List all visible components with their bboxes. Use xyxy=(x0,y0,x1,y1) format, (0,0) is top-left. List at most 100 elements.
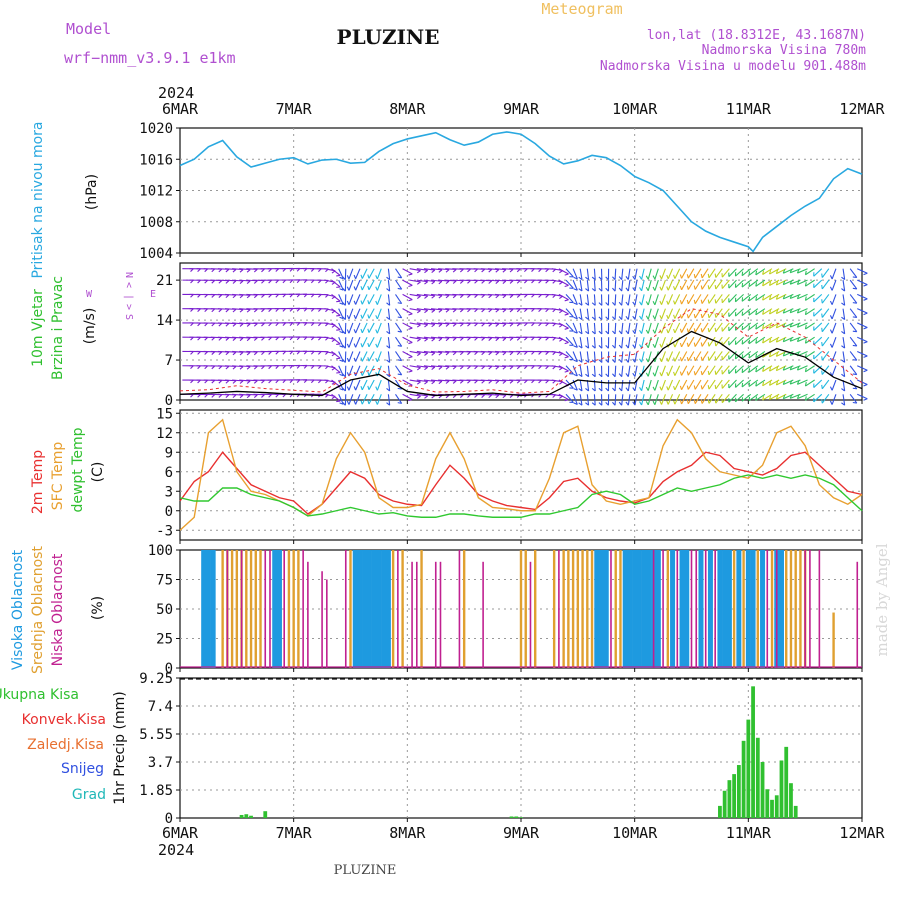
wind-barb-flag xyxy=(564,356,569,359)
wind-barb-flag xyxy=(253,380,258,384)
wind-barb xyxy=(387,351,391,363)
wind-barb-flag xyxy=(625,401,629,406)
wind-barb-flag xyxy=(693,356,696,361)
wind-barb-flag xyxy=(408,356,413,359)
cloud-mid-bar xyxy=(562,550,565,668)
wind-barb-flag xyxy=(445,269,450,273)
cloud-high-bar xyxy=(745,550,751,668)
wind-barb-flag xyxy=(211,322,216,327)
wind-barb-flag xyxy=(768,381,772,386)
wind-barb-flag xyxy=(253,308,258,313)
wind-barb-flag xyxy=(353,286,357,291)
cloud-low-bar xyxy=(558,550,560,668)
wind-barb-flag xyxy=(232,323,237,327)
wind-barb-flag xyxy=(645,286,649,291)
wind-barb xyxy=(487,350,499,353)
wind-barb xyxy=(715,393,723,404)
wind-barb-flag xyxy=(632,301,636,306)
wind-barb-flag xyxy=(386,302,391,306)
wind-barb-flag xyxy=(246,323,251,327)
cloud-high-bar xyxy=(594,550,600,668)
cloud-low-bar xyxy=(804,550,806,668)
wind-barb-flag xyxy=(516,294,521,298)
wind-barb xyxy=(797,393,808,400)
precip-bar xyxy=(760,762,765,818)
wind-barb-flag xyxy=(804,270,807,275)
precip-bar xyxy=(263,811,268,818)
wind-barb-flag xyxy=(714,356,717,361)
wind-barb-flag xyxy=(755,270,758,275)
wind-barb xyxy=(438,350,450,353)
wind-barb-flag xyxy=(841,402,845,406)
wind-barb xyxy=(641,394,645,406)
wind-barb xyxy=(586,280,590,292)
wind-barb-flag xyxy=(474,380,478,384)
cloud-mid-bar xyxy=(519,550,523,668)
wind-barb xyxy=(741,322,752,331)
wind-barb xyxy=(681,365,688,376)
wind-barb-flag xyxy=(211,308,216,313)
wind-barb-flag xyxy=(863,398,868,401)
wind-barb-flag xyxy=(782,394,786,399)
wind-barb xyxy=(387,308,391,320)
wind-barb-flag xyxy=(632,275,636,280)
cloud-mid-bar xyxy=(770,550,774,668)
wind-barb-flag xyxy=(666,400,669,405)
wind-compass: N < | > S W E xyxy=(86,272,156,320)
wind-barb-flag xyxy=(386,288,391,292)
wind-barb-flag xyxy=(707,399,710,404)
wind-barb xyxy=(614,294,617,306)
top-year-label: 2024 xyxy=(158,84,194,102)
wind-barb-flag xyxy=(408,299,413,302)
wind-barb-flag xyxy=(416,324,421,328)
wind-barb xyxy=(857,293,868,300)
wind-barb-flag xyxy=(578,359,583,363)
wind-barb xyxy=(715,279,723,290)
wind-barb-flag xyxy=(218,380,223,384)
precip-bar xyxy=(249,815,253,818)
wind-barb-flag xyxy=(789,308,793,313)
wind-barb-flag xyxy=(625,301,629,306)
wind-barb-flag xyxy=(246,269,251,273)
wind-barb-flag xyxy=(253,268,258,273)
temp-ytick-label: 0 xyxy=(165,504,173,520)
wind-barb-flag xyxy=(502,280,507,285)
precip-bar xyxy=(793,805,798,818)
wind-barb-flag xyxy=(452,394,457,399)
cloud-high-bar xyxy=(636,550,642,668)
precip-bar xyxy=(784,746,789,818)
wind-barb xyxy=(614,337,617,349)
wind-barb xyxy=(728,336,737,346)
wind-barb-flag xyxy=(618,316,623,320)
cloud-mid-bar xyxy=(619,550,622,668)
cloud-mid-bar xyxy=(799,550,802,668)
wind-barb xyxy=(654,337,659,348)
wind-barb-flag xyxy=(416,281,421,285)
wind-barb xyxy=(813,351,823,360)
wind-barb-flag xyxy=(232,308,237,313)
wind-barb-flag xyxy=(775,366,779,371)
wind-barb xyxy=(748,279,759,288)
precip-bar xyxy=(741,740,746,818)
wind-barb-flag xyxy=(431,352,436,356)
wind-barb-flag xyxy=(841,388,845,392)
wind-barb-flag xyxy=(768,338,772,343)
wind-barb-flag xyxy=(408,398,413,402)
wind-barb xyxy=(627,351,631,363)
wind-barb-flag xyxy=(659,275,663,280)
wind-barb-flag xyxy=(748,325,751,330)
wind-barb xyxy=(423,336,435,340)
temp-ytick-label: 6 xyxy=(165,465,173,481)
precip-bar xyxy=(718,805,722,818)
wind-barb xyxy=(857,365,868,371)
wind-barb-flag xyxy=(204,351,208,355)
elevation-label: Nadmorska Visina 780m xyxy=(702,43,867,58)
wind-barb-flag xyxy=(386,388,391,392)
wind-barb xyxy=(627,365,631,377)
bottom-time-label: 8MAR xyxy=(389,824,426,842)
wind-barb xyxy=(361,268,368,279)
wind-barb-flag xyxy=(438,309,443,313)
wind-barb xyxy=(842,268,846,280)
wind-barb xyxy=(494,393,506,396)
wind-barb-flag xyxy=(673,314,676,319)
